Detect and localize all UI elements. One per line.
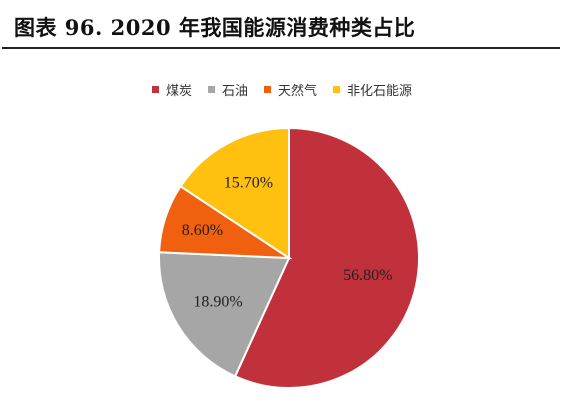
pie-slice-0: [233, 126, 420, 389]
slice-label-2: 8.60%: [182, 222, 223, 239]
chart-title: 图表 96. 2020 年我国能源消费种类占比: [14, 15, 416, 40]
legend-label-2: 天然气: [278, 83, 318, 99]
legend-label-1: 石油: [222, 83, 249, 99]
chart-legend: 煤炭 石油 天然气 非化石能源: [152, 78, 428, 100]
legend-label-0: 煤炭: [166, 83, 193, 99]
legend-swatch-1: [208, 85, 216, 93]
legend-swatch-0: [152, 85, 159, 93]
legend-item-1: 石油: [208, 80, 248, 99]
legend-item-3: 非化石能源: [333, 80, 412, 99]
slice-label-1: 18.90%: [193, 293, 242, 310]
pie-slice-1: [158, 251, 291, 378]
legend-item-2: 天然气: [264, 80, 317, 99]
legend-swatch-3: [333, 85, 341, 93]
legend-item-0: 煤炭: [152, 80, 192, 99]
title-underline: [2, 47, 560, 49]
slice-label-0: 56.80%: [343, 267, 392, 284]
pie-slice-3: [179, 126, 290, 260]
chart-header: 图表 96. 2020 年我国能源消费种类占比: [0, 0, 562, 50]
legend-swatch-2: [264, 85, 272, 93]
slice-label-3: 15.70%: [224, 174, 273, 191]
legend-label-3: 非化石能源: [347, 83, 413, 99]
